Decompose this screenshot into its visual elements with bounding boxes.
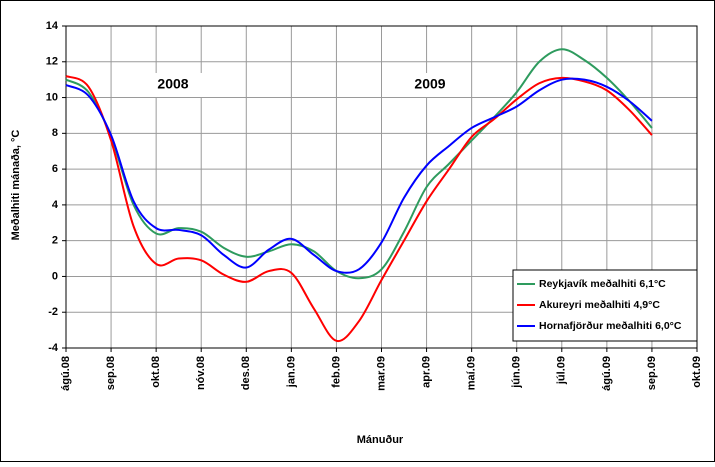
x-tick-label: maí.09 (466, 356, 478, 390)
y-axis-title: Meðalhiti mánaða, °C (10, 130, 22, 241)
x-tick-label: júl.09 (556, 356, 568, 385)
legend-box (512, 269, 698, 342)
x-tick-label: des.08 (240, 356, 252, 390)
annotation-bg (143, 73, 203, 97)
series-line (65, 75, 653, 343)
x-tick-label: mar.09 (375, 356, 387, 391)
legend-label: Akureyri meðalhiti 4,9°C (539, 299, 660, 311)
x-tick-label: okt.08 (150, 356, 162, 388)
y-tick-label: -2 (48, 306, 58, 318)
y-tick-label: 2 (52, 235, 58, 247)
x-tick-label: apr.09 (420, 356, 432, 388)
y-tick-label: 4 (52, 199, 59, 211)
annotation: 2009 (414, 76, 445, 92)
x-tick-label: ágú.09 (601, 356, 613, 391)
x-tick-label: sep.09 (646, 356, 658, 390)
x-tick-label: feb.09 (330, 356, 342, 388)
y-tick-label: 12 (46, 56, 58, 68)
legend-label: Reykjavík meðalhiti 6,1°C (539, 278, 666, 290)
x-tick-label: jún.09 (511, 356, 523, 389)
y-tick-label: 0 (52, 270, 58, 282)
x-tick-label: nóv.08 (195, 356, 207, 390)
annotation: 2008 (157, 76, 188, 92)
y-tick-label: 10 (46, 91, 58, 103)
y-tick-label: 8 (52, 127, 58, 139)
x-tick-label: okt.09 (691, 356, 703, 388)
legend-label: Hornafjörður meðalhiti 6,0°C (539, 320, 682, 332)
series-line (65, 77, 653, 274)
x-tick-label: ágú.08 (60, 356, 72, 391)
y-tick-label: -4 (48, 342, 59, 354)
x-tick-label: sep.08 (105, 356, 117, 390)
legend: Reykjavík meðalhiti 6,1°C Akureyri meðalh… (512, 269, 698, 342)
y-tick-label: 6 (52, 163, 58, 175)
x-tick-label: jan.09 (285, 356, 297, 388)
x-axis-title: Mánuður (357, 434, 404, 446)
plot-frame (65, 25, 698, 349)
y-tick-label: 14 (46, 20, 59, 32)
annotation-bg (400, 73, 460, 97)
series-line (65, 48, 653, 280)
